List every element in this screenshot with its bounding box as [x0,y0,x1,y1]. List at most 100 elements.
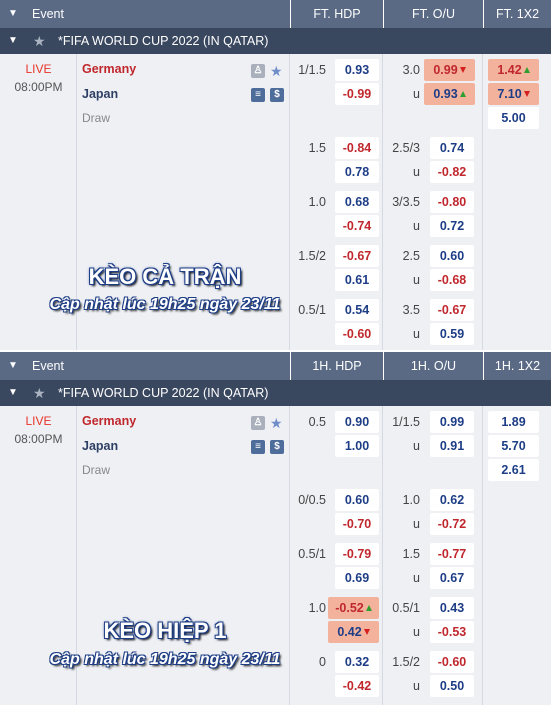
hdp-odds[interactable]: -0.52 [328,597,379,619]
ou-line: u [413,625,420,639]
hdp-odds[interactable]: -0.70 [335,513,379,535]
hdp-odds[interactable]: 0.61 [335,269,379,291]
ou-line: 3/3.5 [392,195,420,209]
1x2-odds[interactable]: 5.70 [488,435,539,457]
ou-line: u [413,219,420,233]
ou-odds[interactable]: 0.72 [430,215,474,237]
1x2-odds[interactable]: 1.42 [488,59,539,81]
ou-odds[interactable]: 0.59 [430,323,474,345]
hdp-header: 1H. HDP [290,352,383,380]
dollar-icon[interactable]: $ [270,440,284,454]
ou-line: u [413,327,420,341]
match-time: 08:00PM [14,432,63,446]
hdp-odds[interactable]: 0.54 [335,299,379,321]
ou-odds[interactable]: -0.68 [430,269,474,291]
column-header: ▼ Event 1H. HDP 1H. O/U 1H. 1X2 [0,352,551,380]
ou-odds[interactable]: -0.60 [430,651,474,673]
ou-odds[interactable]: -0.72 [430,513,474,535]
league-row[interactable]: ▼ ★ *FIFA WORLD CUP 2022 (IN QATAR) [0,28,551,54]
hdp-odds[interactable]: -0.67 [335,245,379,267]
hdp-odds[interactable]: 0.60 [335,489,379,511]
hdp-line: 0/0.5 [298,493,326,507]
match-time: 08:00PM [14,80,63,94]
match-body: LIVE 08:00PM Germany Japan Draw ♙ ★ ≡ $ … [0,54,551,350]
chevron-down-icon[interactable]: ▼ [8,8,18,19]
draw-label: Draw [82,463,111,477]
star-icon[interactable]: ★ [270,415,283,431]
hdp-odds[interactable]: 0.32 [335,651,379,673]
ou-header: 1H. O/U [383,352,483,380]
hdp-odds[interactable]: 0.69 [335,567,379,589]
dollar-icon[interactable]: $ [270,88,284,102]
1x2-odds[interactable]: 7.10 [488,83,539,105]
hdp-odds[interactable]: 0.90 [335,411,379,433]
scoreboard-icon[interactable]: ≡ [251,440,265,454]
ou-odds[interactable]: 0.74 [430,137,474,159]
1x2-odds[interactable]: 1.89 [488,411,539,433]
away-team: Japan [82,87,119,101]
hdp-odds[interactable]: -0.60 [335,323,379,345]
ou-odds[interactable]: 0.93 [424,83,475,105]
ou-line: 3.0 [402,63,420,77]
ou-odds[interactable]: -0.53 [430,621,474,643]
1x2-header: FT. 1X2 [483,0,551,28]
ou-line: u [413,571,420,585]
overlay-title: KÈO CẢ TRẬN [88,264,242,289]
hdp-odds[interactable]: -0.74 [335,215,379,237]
ou-odds[interactable]: -0.80 [430,191,474,213]
hdp-header: FT. HDP [290,0,383,28]
hdp-odds[interactable]: 0.93 [335,59,379,81]
hdp-odds[interactable]: 0.68 [335,191,379,213]
ou-line: 3.5 [402,303,420,317]
event-header: Event [32,359,64,373]
ou-line: 1/1.5 [392,415,420,429]
ou-odds[interactable]: 0.50 [430,675,474,697]
chevron-down-icon[interactable]: ▼ [8,387,18,398]
hdp-odds[interactable]: -0.42 [335,675,379,697]
hdp-odds[interactable]: 0.78 [335,161,379,183]
scoreboard-icon[interactable]: ≡ [251,88,265,102]
shirt-icon[interactable]: ♙ [251,416,265,430]
chevron-down-icon[interactable]: ▼ [8,360,18,371]
live-status: LIVE [25,62,52,76]
ou-line: 1.5 [402,547,420,561]
ou-odds[interactable]: 0.99 [424,59,475,81]
hdp-line: 1.5/2 [298,249,326,263]
ou-odds[interactable]: 0.91 [430,435,474,457]
hdp-odds[interactable]: -0.99 [335,83,379,105]
hdp-odds[interactable]: 0.42 [328,621,379,643]
ou-line: 1.0 [402,493,420,507]
ou-odds[interactable]: 0.43 [430,597,474,619]
ou-odds[interactable]: -0.82 [430,161,474,183]
hdp-line: 1.5 [308,141,326,155]
ou-odds[interactable]: 0.62 [430,489,474,511]
1x2-odds[interactable]: 5.00 [488,107,539,129]
hdp-line: 0.5/1 [298,303,326,317]
live-status: LIVE [25,414,52,428]
hdp-line: 1.0 [308,601,326,615]
1x2-odds[interactable]: 2.61 [488,459,539,481]
ou-odds[interactable]: -0.77 [430,543,474,565]
star-icon[interactable]: ★ [33,33,46,49]
1h-odds-panel: ▼ Event 1H. HDP 1H. O/U 1H. 1X2 ▼ ★ *FIF… [0,352,551,705]
overlay-title: KÈO HIỆP 1 [103,618,227,643]
ou-odds[interactable]: -0.67 [430,299,474,321]
chevron-down-icon[interactable]: ▼ [8,35,18,46]
draw-label: Draw [82,111,111,125]
ou-odds[interactable]: 0.99 [430,411,474,433]
league-row[interactable]: ▼ ★ *FIFA WORLD CUP 2022 (IN QATAR) [0,380,551,406]
ou-odds[interactable]: 0.60 [430,245,474,267]
home-team: Germany [82,414,137,428]
1x2-header: 1H. 1X2 [483,352,551,380]
ou-odds[interactable]: 0.67 [430,567,474,589]
star-icon[interactable]: ★ [33,385,46,401]
hdp-odds[interactable]: 1.00 [335,435,379,457]
hdp-odds[interactable]: -0.84 [335,137,379,159]
hdp-odds[interactable]: -0.79 [335,543,379,565]
ou-line: u [413,439,420,453]
shirt-icon[interactable]: ♙ [251,64,265,78]
ou-line: u [413,165,420,179]
ou-line: u [413,273,420,287]
star-icon[interactable]: ★ [270,63,283,79]
home-team: Germany [82,62,137,76]
